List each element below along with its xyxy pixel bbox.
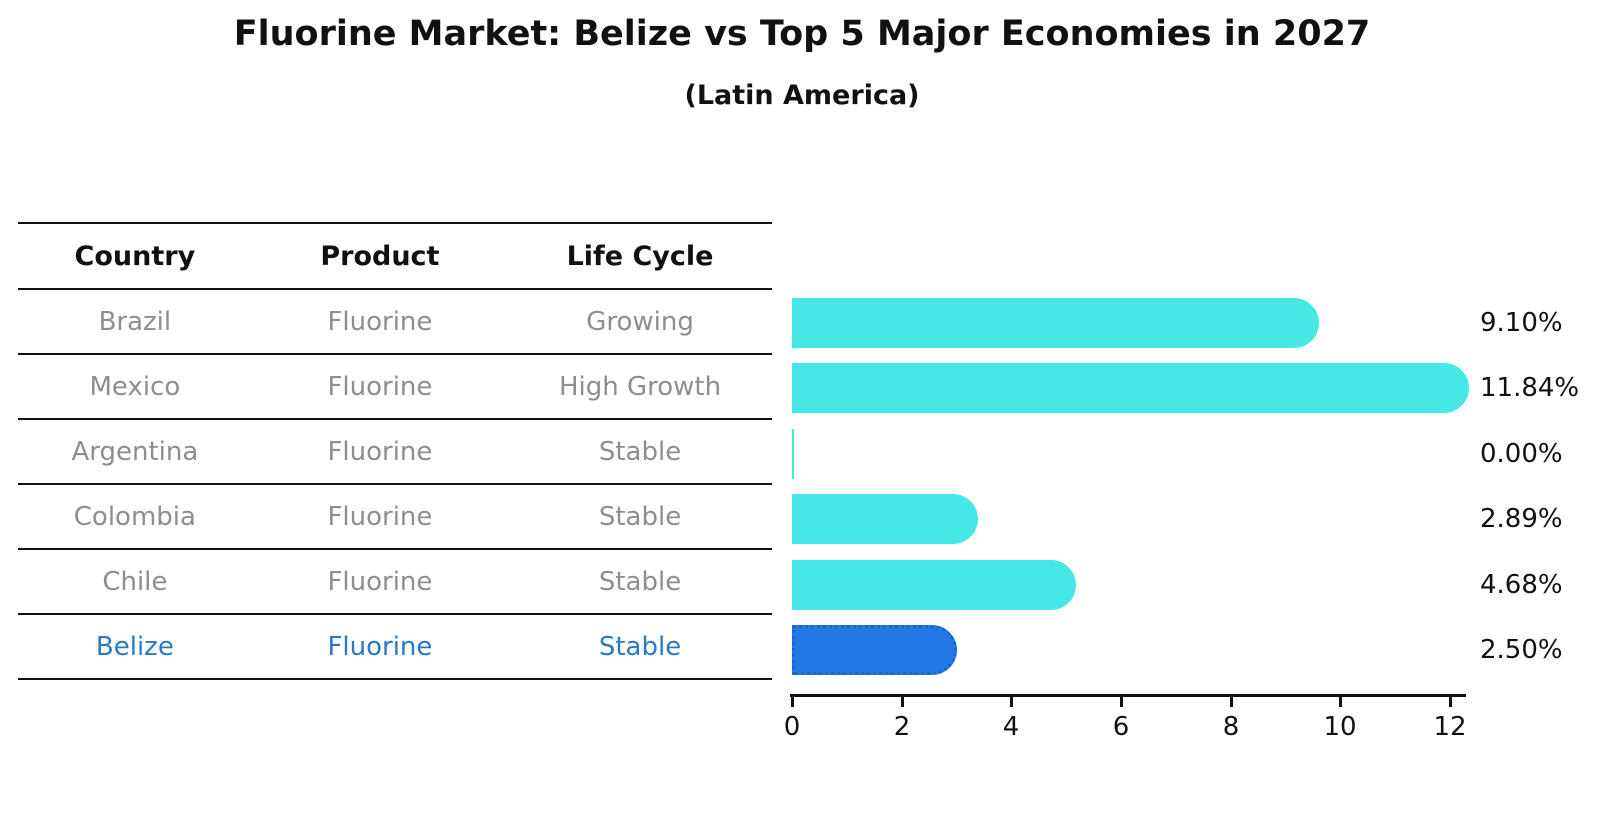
cell-life-cycle: Growing [586, 306, 694, 337]
column-header-life-cycle: Life Cycle [566, 240, 714, 272]
x-axis-tick-label: 12 [1433, 712, 1467, 742]
table-row-mexico: Mexico Fluorine High Growth [18, 355, 772, 420]
table-row-brazil: Brazil Fluorine Growing [18, 290, 772, 355]
x-axis-tick-label: 6 [1112, 712, 1130, 742]
bar-belize [792, 625, 957, 675]
table-header-row: Country Product Life Cycle [18, 224, 772, 290]
x-axis-tick-label: 2 [893, 712, 911, 742]
cell-product: Fluorine [327, 306, 433, 337]
x-axis-tick [901, 697, 904, 707]
x-axis-tick-label: 8 [1222, 712, 1240, 742]
x-axis-tick [1339, 697, 1342, 707]
value-label-chile: 4.68% [1480, 569, 1563, 600]
x-axis-tick-label: 10 [1323, 712, 1357, 742]
value-label-belize: 2.50% [1480, 635, 1563, 665]
cell-product: Fluorine [327, 501, 433, 532]
value-label-argentina: 0.00% [1480, 438, 1563, 469]
value-label-mexico: 11.84% [1480, 373, 1580, 403]
x-axis-tick-label: 0 [783, 712, 801, 742]
bar-brazil [792, 297, 1319, 348]
table-row-chile: Chile Fluorine Stable [18, 550, 772, 615]
cell-product: Fluorine [327, 631, 433, 662]
x-axis-tick [1449, 697, 1452, 707]
data-table: Country Product Life Cycle Brazil Fluori… [18, 222, 772, 680]
cell-life-cycle: Stable [598, 631, 682, 662]
cell-life-cycle: Stable [598, 501, 682, 532]
table-row-argentina: Argentina Fluorine Stable [18, 420, 772, 485]
cell-life-cycle: Stable [598, 566, 682, 597]
cell-life-cycle: High Growth [558, 371, 722, 402]
x-axis-tick-label: 4 [1002, 712, 1020, 742]
page-title: Fluorine Market: Belize vs Top 5 Major E… [233, 14, 1371, 54]
cell-country: Brazil [98, 306, 172, 337]
cell-country: Mexico [89, 371, 181, 402]
table-row-belize: Belize Fluorine Stable [18, 615, 772, 680]
cell-product: Fluorine [327, 371, 433, 402]
bar-chile [792, 559, 1077, 610]
cell-country: Chile [102, 566, 168, 597]
column-header-product: Product [320, 240, 440, 272]
value-label-colombia: 2.89% [1480, 504, 1563, 534]
table-row-colombia: Colombia Fluorine Stable [18, 485, 772, 550]
bar-colombia [792, 494, 979, 544]
x-axis-line [790, 694, 1466, 697]
cell-country: Belize [95, 631, 174, 662]
x-axis-tick [1230, 697, 1233, 707]
cell-product: Fluorine [327, 436, 433, 467]
cell-country: Colombia [73, 501, 196, 532]
column-header-country: Country [74, 240, 196, 272]
cell-product: Fluorine [327, 566, 433, 597]
value-label-brazil: 9.10% [1480, 307, 1563, 338]
x-axis-tick [1120, 697, 1123, 707]
cell-life-cycle: Stable [598, 436, 682, 467]
page-subtitle: (Latin America) [684, 80, 920, 111]
x-axis-tick [1010, 697, 1013, 707]
bar-argentina [792, 428, 794, 479]
x-axis-tick [791, 697, 794, 707]
cell-country: Argentina [71, 436, 199, 467]
bar-mexico [792, 363, 1469, 413]
